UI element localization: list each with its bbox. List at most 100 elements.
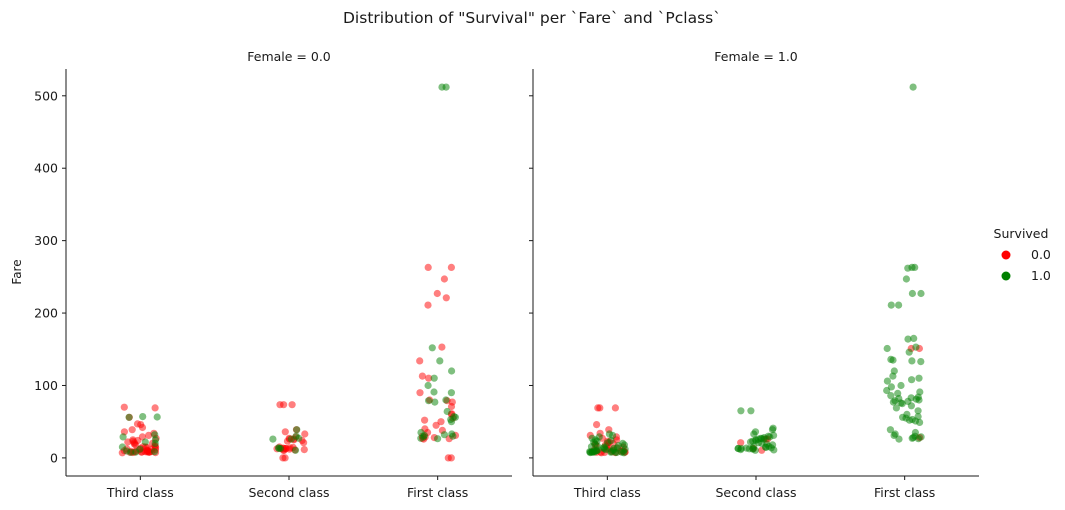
point-1-10-0-38: [595, 433, 603, 441]
point-0-00-2-31: [424, 263, 432, 271]
point-0-00-2-28: [442, 294, 450, 302]
points-1: [586, 83, 925, 457]
x-tick-label-0-2: First class: [407, 485, 468, 500]
point-1-10-1-32: [751, 428, 760, 436]
point-0-10-2-20: [448, 367, 456, 375]
point-0-10-0-10: [151, 431, 159, 439]
point-0-00-1-27: [280, 401, 288, 409]
y-tick-label-3: 300: [34, 233, 58, 248]
point-1-10-2-18: [914, 407, 922, 415]
point-1-00-0-32: [611, 404, 620, 412]
point-1-10-0-31: [619, 439, 627, 447]
y-tick-label-2: 200: [34, 306, 58, 321]
point-0-10-2-12: [443, 407, 451, 416]
point-0-00-2-32: [447, 263, 455, 271]
point-0-10-2-11: [450, 413, 458, 421]
x-tick-label-1-2: First class: [874, 485, 935, 500]
legend: Survived 0.0 1.0: [994, 226, 1051, 283]
point-1-10-2-49: [904, 335, 912, 343]
legend-marker-0: [1001, 250, 1011, 260]
point-0-10-2-6: [448, 430, 456, 438]
point-0-10-2-14: [425, 397, 433, 405]
point-0-10-2-18: [424, 381, 432, 390]
point-1-10-0-37: [588, 434, 596, 442]
legend-marker-1: [1001, 271, 1011, 281]
point-1-10-2-52: [895, 301, 903, 309]
point-1-10-2-7: [891, 430, 899, 438]
point-1-10-1-9: [742, 444, 751, 452]
panel-1: Female = 1.0 Third class Second class First…: [529, 49, 979, 500]
point-1-10-2-32: [894, 389, 902, 397]
point-0-10-0-9: [119, 433, 127, 441]
point-1-10-1-36: [737, 407, 745, 415]
point-0-00-2-1: [447, 454, 455, 462]
point-1-00-0-34: [594, 404, 602, 412]
point-0-10-0-5: [118, 443, 126, 451]
point-0-00-1-26: [288, 401, 296, 409]
panel-title-1: Female = 1.0: [714, 49, 798, 64]
point-1-10-0-40: [605, 430, 614, 438]
point-1-10-2-45: [887, 355, 895, 363]
point-0-10-2-5: [440, 431, 448, 439]
point-1-10-2-50: [910, 334, 918, 342]
point-1-10-2-4: [917, 433, 925, 441]
point-1-10-1-15: [769, 441, 777, 449]
point-0-00-2-29: [433, 289, 441, 298]
x-tick-label-1-1: Second class: [715, 485, 796, 500]
point-1-10-2-47: [883, 344, 891, 353]
point-0-00-2-23: [425, 374, 433, 382]
point-1-10-2-33: [916, 388, 924, 396]
point-0-10-2-13: [431, 398, 439, 406]
point-0-10-1-0: [291, 446, 300, 454]
point-1-10-2-46: [905, 348, 913, 356]
point-1-10-2-51: [887, 301, 895, 309]
point-0-00-0-37: [129, 436, 137, 444]
point-1-10-2-58: [908, 263, 916, 271]
point-1-10-2-43: [908, 357, 916, 365]
point-1-10-2-9: [886, 426, 895, 434]
point-0-10-1-5: [269, 435, 277, 443]
point-0-00-2-27: [424, 301, 432, 309]
x-tick-label-0-0: Third class: [106, 485, 174, 500]
point-0-10-2-16: [447, 389, 455, 397]
point-1-10-2-17: [903, 410, 911, 418]
point-0-10-1-7: [292, 432, 300, 440]
point-1-10-2-42: [917, 358, 925, 366]
x-tick-label-1-0: Third class: [573, 485, 641, 500]
point-1-10-2-55: [902, 275, 911, 283]
point-0-00-2-13: [437, 418, 445, 426]
point-0-10-1-3: [274, 444, 283, 452]
point-1-10-2-13: [908, 415, 916, 424]
point-1-10-2-41: [890, 367, 898, 375]
point-1-00-1-2: [737, 439, 745, 447]
point-1-10-2-54: [917, 289, 925, 298]
point-0-10-0-11: [125, 413, 133, 421]
point-0-10-2-0: [434, 435, 442, 443]
point-0-10-0-2: [150, 448, 159, 456]
legend-label-1: 1.0: [1031, 268, 1051, 283]
point-0-10-2-22: [428, 344, 436, 352]
legend-label-0: 0.0: [1031, 247, 1051, 262]
point-0-00-0-48: [151, 404, 159, 412]
x-tick-label-0-1: Second class: [248, 485, 329, 500]
point-0-00-0-46: [133, 420, 142, 428]
point-1-10-1-35: [747, 407, 755, 415]
point-1-00-0-31: [593, 421, 601, 429]
point-0-00-2-14: [421, 416, 429, 424]
point-0-00-1-23: [281, 428, 289, 436]
point-0-00-2-22: [416, 389, 424, 397]
point-1-10-2-59: [909, 83, 917, 91]
point-1-10-2-37: [883, 377, 892, 385]
point-0-00-2-24: [418, 372, 426, 380]
point-0-10-2-24: [442, 83, 450, 91]
point-1-10-2-29: [907, 394, 915, 402]
point-1-10-2-38: [908, 376, 916, 384]
y-tick-label-0: 0: [50, 450, 58, 465]
point-0-10-0-7: [141, 438, 149, 446]
point-1-10-2-48: [912, 343, 920, 351]
point-1-10-2-31: [887, 392, 895, 400]
point-0-10-0-12: [153, 413, 161, 421]
point-1-10-1-34: [769, 424, 777, 432]
panel-0: Female = 0.0 0 100 200 300 400 500 Third class S…: [34, 49, 512, 500]
